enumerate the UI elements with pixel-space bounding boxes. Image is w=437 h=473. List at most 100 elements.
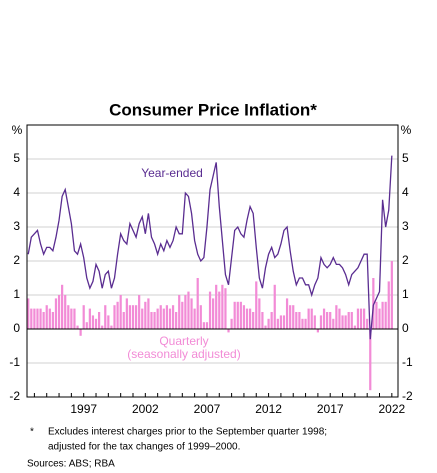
y2-tick-label: 3: [402, 219, 409, 233]
bar: [298, 312, 301, 329]
y2-tick-label: 4: [402, 185, 409, 199]
bar: [94, 318, 98, 329]
bar: [116, 301, 119, 329]
bar: [67, 305, 70, 329]
bar: [255, 281, 258, 329]
y2-tick-label: 5: [402, 151, 409, 165]
bar: [387, 281, 390, 329]
bar: [304, 318, 307, 329]
bar: [153, 312, 156, 329]
bar: [378, 308, 381, 329]
bar: [221, 284, 224, 329]
bar: [230, 318, 233, 329]
bar: [141, 308, 144, 329]
y2-tick-label: -1: [402, 355, 413, 369]
y-tick-label: -1: [9, 355, 20, 369]
x-tick-label: 2017: [317, 402, 344, 416]
bar: [341, 315, 344, 329]
bar-note: (seasonally adjusted): [127, 347, 240, 361]
bar: [329, 312, 332, 329]
bar: [168, 308, 172, 329]
bar: [245, 308, 249, 329]
footnote: Excludes interest charges prior to the S…: [48, 427, 327, 438]
bar: [215, 284, 218, 329]
bar: [205, 322, 209, 329]
bar: [233, 301, 236, 329]
bar: [147, 298, 150, 329]
bar: [104, 305, 107, 329]
bar: [372, 278, 375, 329]
bar: [224, 288, 227, 329]
bar: [181, 301, 184, 329]
bar: [39, 308, 42, 329]
x-tick-label: 1997: [70, 402, 97, 416]
bar: [51, 312, 54, 329]
bar: [279, 315, 283, 329]
bar: [381, 301, 384, 329]
bar: [122, 312, 125, 329]
bar: [48, 308, 51, 329]
bar: [159, 305, 162, 329]
bar: [319, 315, 323, 329]
y-tick-label: 0: [13, 321, 20, 335]
bar: [375, 301, 378, 329]
bar: [82, 305, 85, 329]
bar: [30, 308, 33, 329]
bar: [70, 308, 73, 329]
y2-tick-label: 0: [402, 321, 409, 335]
bar: [350, 312, 353, 329]
bar: [338, 308, 341, 329]
bar: [344, 315, 347, 329]
bar: [85, 322, 88, 329]
bar: [390, 261, 393, 329]
bar: [54, 298, 58, 329]
bar: [134, 305, 138, 329]
bar: [113, 305, 116, 329]
bar: [353, 325, 356, 329]
bar: [199, 305, 202, 329]
bar: [362, 308, 366, 329]
bar: [212, 298, 215, 329]
x-tick-label: 2002: [132, 402, 159, 416]
bar: [178, 295, 181, 329]
bar: [292, 305, 295, 329]
bar: [359, 308, 363, 329]
bar: [156, 308, 159, 329]
x-tick-label: 2012: [255, 402, 282, 416]
bar: [91, 315, 95, 329]
bar: [295, 312, 298, 329]
bar: [187, 291, 190, 329]
bar: [276, 318, 279, 329]
bar: [202, 322, 205, 329]
bar: [267, 318, 270, 329]
y-tick-label: 4: [13, 185, 20, 199]
bar: [61, 284, 64, 329]
y-tick-label: 1: [13, 287, 20, 301]
bar: [347, 312, 350, 329]
bar: [218, 291, 221, 329]
bar: [88, 308, 91, 329]
bar-label: Quarterly: [159, 334, 208, 348]
bar: [310, 308, 313, 329]
y-tick-label: 2: [13, 253, 20, 267]
bar: [261, 312, 264, 329]
bar: [239, 301, 242, 329]
bar: [227, 329, 230, 333]
footnote-marker: *: [30, 427, 34, 438]
footnote: adjusted for the tax changes of 1999–200…: [48, 442, 240, 453]
bar: [289, 305, 292, 329]
bar: [107, 315, 110, 329]
y2-tick-label: 2: [402, 253, 409, 267]
bar: [97, 312, 101, 329]
chart-title: Consumer Price Inflation*: [109, 100, 317, 119]
bar: [101, 325, 104, 329]
bar: [144, 301, 147, 329]
bar: [270, 312, 273, 329]
bar: [285, 298, 289, 329]
bar: [273, 284, 276, 329]
bar: [193, 308, 196, 329]
bar: [322, 308, 326, 329]
bar: [236, 301, 239, 329]
bar: [264, 325, 267, 329]
source: Sources: ABS; RBA: [27, 459, 115, 470]
